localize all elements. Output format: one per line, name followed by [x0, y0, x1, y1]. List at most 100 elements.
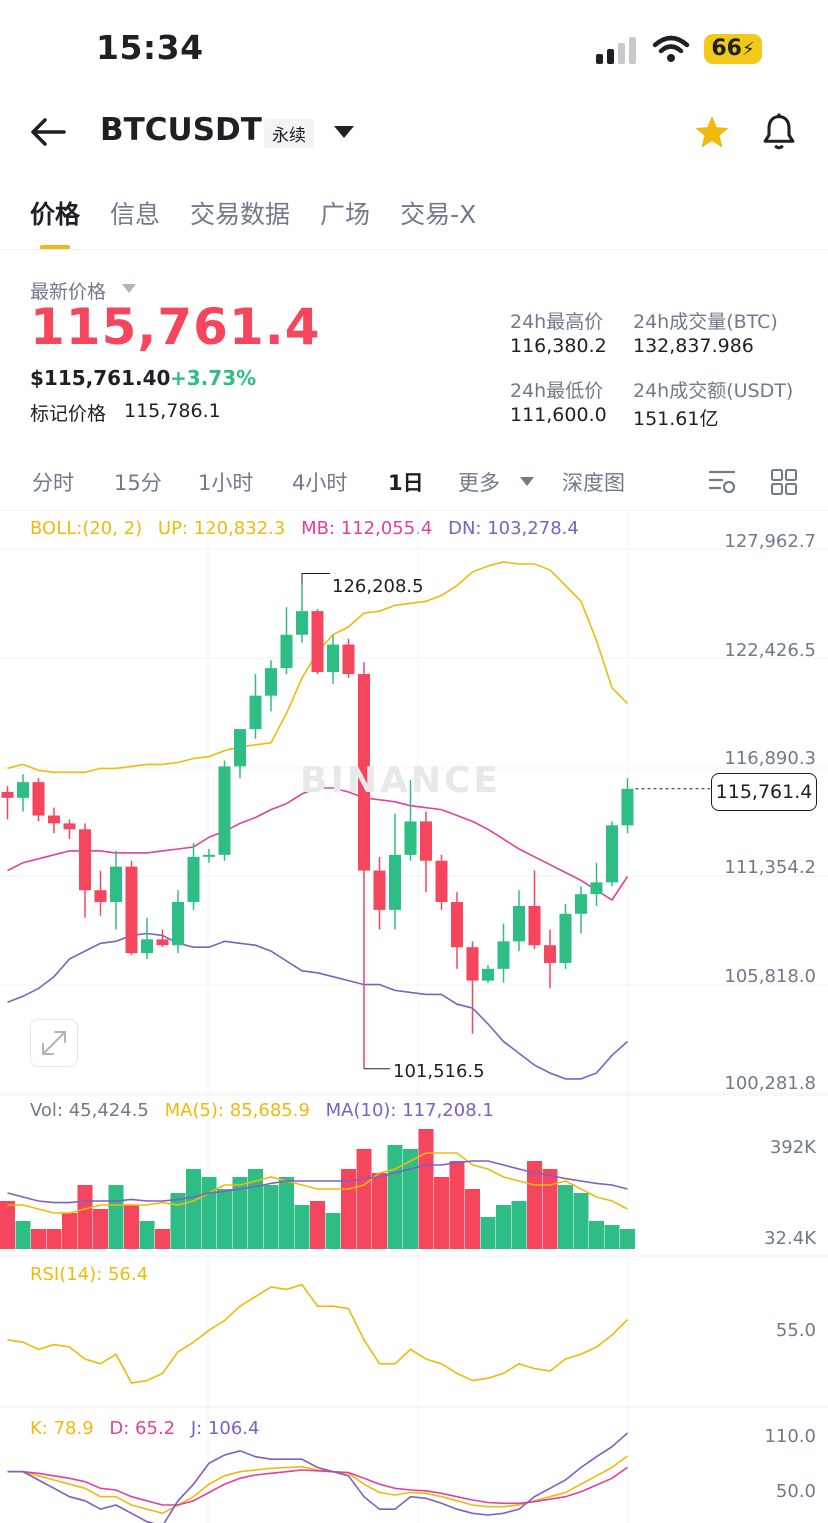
price-axis-label: 116,890.3 — [724, 748, 816, 769]
tf-4h[interactable]: 4小时 — [292, 471, 348, 495]
volume-bar — [139, 1221, 155, 1249]
candle-body — [466, 947, 479, 981]
volume-bar — [558, 1185, 573, 1249]
candle-body — [311, 611, 324, 673]
volume-bar — [0, 1201, 15, 1249]
candle-body — [528, 905, 541, 946]
indicator-settings-icon[interactable] — [708, 468, 738, 496]
volume-bar — [604, 1225, 620, 1249]
layout-grid-icon[interactable] — [770, 468, 798, 496]
candle-body — [404, 821, 417, 855]
candle-body — [63, 823, 76, 830]
tf-depth[interactable]: 深度图 — [562, 471, 625, 495]
volume-bar — [93, 1209, 108, 1249]
tf-more[interactable]: 更多 — [458, 471, 500, 495]
tf-1h[interactable]: 1小时 — [198, 471, 254, 495]
usd-price: $115,761.40 — [30, 366, 171, 390]
candle-body — [32, 782, 45, 816]
expand-icon — [42, 1031, 66, 1055]
tab-price[interactable]: 价格 — [30, 200, 81, 229]
candle-body — [125, 866, 138, 954]
candle-body — [187, 856, 200, 903]
candle-body — [559, 913, 572, 963]
more-caret-icon[interactable] — [520, 477, 534, 486]
kdj-legend: K: 78.9 D: 65.2 J: 106.4 — [30, 1418, 260, 1439]
chevron-down-icon[interactable] — [333, 125, 355, 139]
kline-chart[interactable] — [0, 512, 828, 1523]
volume-bar — [387, 1145, 403, 1249]
star-icon[interactable] — [693, 113, 731, 151]
tab-info[interactable]: 信息 — [110, 200, 161, 229]
rsi-legend: RSI(14): 56.4 — [30, 1264, 149, 1285]
bell-icon[interactable] — [760, 112, 798, 152]
volume-bar — [620, 1229, 635, 1249]
price-axis-label: 100,281.8 — [724, 1073, 816, 1094]
24h-vol-btc: 132,837.986 — [633, 335, 754, 357]
tf-1d[interactable]: 1日 — [388, 471, 424, 495]
volume-bar — [31, 1229, 46, 1249]
tf-15m[interactable]: 15分 — [114, 471, 162, 495]
volume-bar — [170, 1193, 186, 1249]
vol-axis-top: 392K — [769, 1137, 816, 1158]
candle-body — [265, 668, 277, 696]
candle-body — [358, 674, 370, 871]
battery-indicator: 66⚡ — [704, 34, 762, 64]
volume-bar — [310, 1201, 325, 1249]
volume-bar — [434, 1177, 449, 1249]
candle-body — [172, 902, 184, 946]
volume-bar — [62, 1213, 77, 1249]
candle-body — [482, 968, 494, 981]
kdj-d: D: 65.2 — [109, 1418, 176, 1439]
volume-bar — [527, 1161, 542, 1249]
candle-body — [234, 729, 246, 767]
kdj-j-line — [7, 1432, 629, 1523]
volume-bar — [124, 1205, 139, 1249]
wifi-icon — [652, 35, 690, 62]
tab-square[interactable]: 广场 — [320, 200, 371, 229]
candle-body — [420, 821, 432, 861]
symbol-title[interactable]: BTCUSDT — [100, 112, 262, 148]
last-price: 115,761.4 — [30, 298, 321, 356]
vol-ma10: MA(10): 117,208.1 — [325, 1100, 494, 1121]
tab-trading-data[interactable]: 交易数据 — [190, 200, 291, 229]
24h-vol-usdt-label: 24h成交额(USDT) — [633, 380, 794, 402]
main-tabs: 价格 信息 交易数据 广场 交易-X — [30, 195, 476, 231]
kdj-j: J: 106.4 — [190, 1418, 260, 1439]
candle-body — [48, 815, 60, 824]
tf-time-share[interactable]: 分时 — [32, 471, 74, 495]
boll-params: BOLL:(20, 2) — [30, 518, 143, 539]
tab-trade-x[interactable]: 交易-X — [400, 200, 477, 229]
vol-axis-bottom: 32.4K — [764, 1228, 816, 1249]
active-tab-indicator — [40, 245, 70, 250]
rsi-axis: 55.0 — [775, 1320, 816, 1341]
24h-low-label: 24h最低价 — [510, 380, 604, 402]
24h-low: 111,600.0 — [510, 404, 607, 426]
boll-mb: MB: 112,055.4 — [301, 518, 433, 539]
boll-mid-line — [7, 787, 629, 902]
boll-dn: DN: 103,278.4 — [448, 518, 579, 539]
fullscreen-button[interactable] — [30, 1019, 78, 1067]
candle-body — [327, 644, 339, 673]
volume-bar — [232, 1177, 248, 1249]
mark-price: 115,786.1 — [124, 400, 221, 422]
volume-bar — [418, 1129, 434, 1249]
candle-body — [497, 941, 510, 969]
latest-price-label[interactable]: 最新价格 — [30, 281, 107, 303]
volume-bar — [356, 1149, 372, 1249]
volume-bar — [279, 1177, 294, 1249]
vol-value: Vol: 45,424.5 — [30, 1100, 149, 1121]
vol-ma5: MA(5): 85,685.9 — [164, 1100, 310, 1121]
caret-down-icon[interactable] — [122, 284, 136, 293]
battery-level: 66 — [711, 36, 742, 61]
low-annotation: 101,516.5 — [393, 1061, 485, 1082]
vol-ma10-line — [7, 1160, 628, 1204]
contract-type-tag: 永续 — [264, 119, 314, 148]
signal-icon — [596, 36, 638, 64]
price-axis-label: 127,962.7 — [724, 531, 816, 552]
volume-bar — [325, 1213, 341, 1249]
back-arrow-icon[interactable] — [30, 116, 66, 148]
divider — [0, 249, 828, 250]
mark-price-label: 标记价格 — [30, 403, 107, 425]
volume-bar — [186, 1169, 201, 1249]
candle-body — [141, 939, 153, 954]
